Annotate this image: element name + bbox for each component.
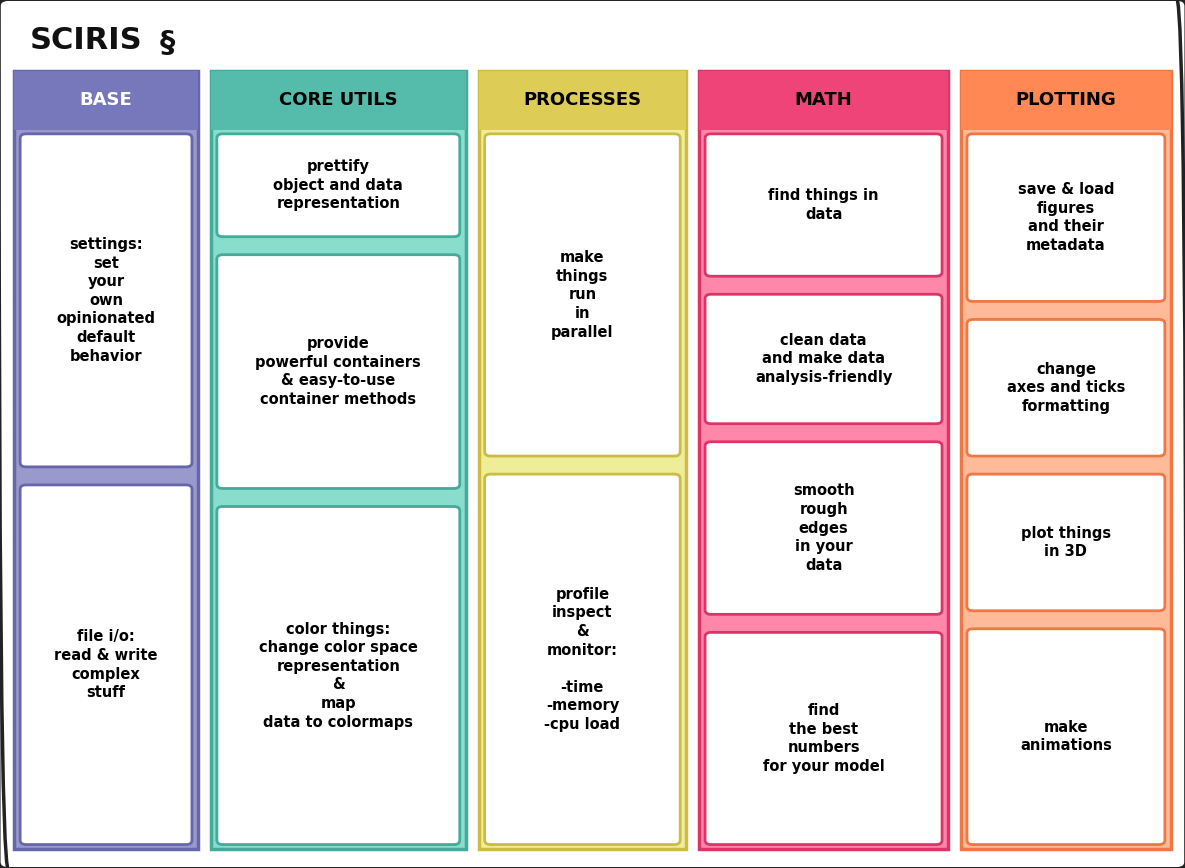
Text: find
the best
numbers
for your model: find the best numbers for your model xyxy=(763,703,884,774)
FancyBboxPatch shape xyxy=(217,507,460,845)
FancyBboxPatch shape xyxy=(705,294,942,424)
FancyBboxPatch shape xyxy=(705,134,942,276)
FancyBboxPatch shape xyxy=(14,71,198,849)
FancyBboxPatch shape xyxy=(14,71,198,129)
FancyBboxPatch shape xyxy=(217,134,460,237)
Text: change
axes and ticks
formatting: change axes and ticks formatting xyxy=(1007,362,1125,414)
FancyBboxPatch shape xyxy=(211,71,466,849)
Text: PLOTTING: PLOTTING xyxy=(1016,91,1116,109)
FancyBboxPatch shape xyxy=(967,628,1165,845)
Text: profile
inspect
&
monitor:

-time
-memory
-cpu load: profile inspect & monitor: -time -memory… xyxy=(544,587,621,732)
FancyBboxPatch shape xyxy=(967,134,1165,301)
Text: save & load
figures
and their
metadata: save & load figures and their metadata xyxy=(1018,182,1114,253)
Text: make
things
run
in
parallel: make things run in parallel xyxy=(551,250,614,339)
Text: prettify
object and data
representation: prettify object and data representation xyxy=(274,159,403,212)
FancyBboxPatch shape xyxy=(705,442,942,615)
Text: CORE UTILS: CORE UTILS xyxy=(278,91,398,109)
Text: MATH: MATH xyxy=(795,91,852,109)
Text: BASE: BASE xyxy=(79,91,133,109)
Text: PROCESSES: PROCESSES xyxy=(524,91,641,109)
Text: file i/o:
read & write
complex
stuff: file i/o: read & write complex stuff xyxy=(55,629,158,700)
Text: settings:
set
your
own
opinionated
default
behavior: settings: set your own opinionated defau… xyxy=(57,237,155,364)
FancyBboxPatch shape xyxy=(485,474,680,845)
FancyBboxPatch shape xyxy=(20,134,192,467)
FancyBboxPatch shape xyxy=(699,71,948,129)
FancyBboxPatch shape xyxy=(211,71,466,129)
Text: §: § xyxy=(160,29,175,57)
Text: make
animations: make animations xyxy=(1020,720,1112,753)
Text: SCIRIS: SCIRIS xyxy=(30,26,142,55)
Text: clean data
and make data
analysis-friendly: clean data and make data analysis-friend… xyxy=(755,333,892,385)
FancyBboxPatch shape xyxy=(479,71,686,849)
FancyBboxPatch shape xyxy=(479,71,686,129)
FancyBboxPatch shape xyxy=(705,633,942,845)
Text: plot things
in 3D: plot things in 3D xyxy=(1020,526,1112,559)
Text: provide
powerful containers
& easy-to-use
container methods: provide powerful containers & easy-to-us… xyxy=(256,336,421,407)
Text: find things in
data: find things in data xyxy=(768,188,879,222)
Text: smooth
rough
edges
in your
data: smooth rough edges in your data xyxy=(793,483,854,573)
FancyBboxPatch shape xyxy=(961,71,1171,129)
Text: color things:
change color space
representation
&
map
data to colormaps: color things: change color space represe… xyxy=(258,621,418,729)
FancyBboxPatch shape xyxy=(967,474,1165,611)
FancyBboxPatch shape xyxy=(967,319,1165,456)
FancyBboxPatch shape xyxy=(961,71,1171,849)
FancyBboxPatch shape xyxy=(217,254,460,489)
FancyBboxPatch shape xyxy=(20,485,192,845)
FancyBboxPatch shape xyxy=(485,134,680,456)
FancyBboxPatch shape xyxy=(699,71,948,849)
